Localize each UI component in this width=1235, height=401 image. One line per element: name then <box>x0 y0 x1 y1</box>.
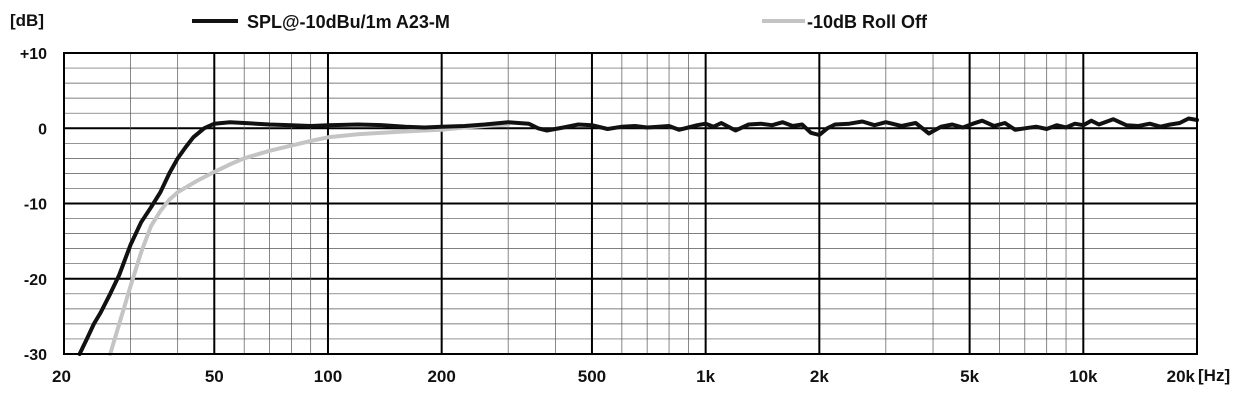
legend-label-roll-off: -10dB Roll Off <box>807 12 928 32</box>
x-tick-label: 100 <box>314 367 342 386</box>
y-tick-label: +10 <box>20 46 47 63</box>
y-tick-label: -10 <box>24 197 47 214</box>
legend-label-spl: SPL@-10dBu/1m A23-M <box>247 12 450 32</box>
x-tick-labels: 20 50 100 200 500 1k 2k 5k 10k 20k <box>52 367 1196 386</box>
series-line-spl <box>77 116 1199 356</box>
y-tick-labels: +10 0 -10 -20 -30 <box>20 46 47 364</box>
x-tick-label: 20 <box>52 367 71 386</box>
x-tick-label: 2k <box>810 367 829 386</box>
y-tick-label: -20 <box>24 272 47 289</box>
legend: SPL@-10dBu/1m A23-M -10dB Roll Off <box>192 12 928 32</box>
x-tick-label: 1k <box>696 367 715 386</box>
x-tick-label: 500 <box>578 367 606 386</box>
x-tick-label: 10k <box>1069 367 1098 386</box>
y-tick-label: 0 <box>38 121 47 138</box>
x-axis-unit-label: [Hz] <box>1198 366 1230 385</box>
series-line-roll-off <box>108 122 511 356</box>
grid <box>63 52 1198 355</box>
x-tick-label: 5k <box>960 367 979 386</box>
x-tick-label: 200 <box>427 367 455 386</box>
y-axis-label: [dB] <box>10 11 44 30</box>
y-tick-label: -30 <box>24 347 47 364</box>
plot-frame <box>63 52 1198 355</box>
x-tick-label: 20k <box>1167 367 1196 386</box>
x-tick-label: 50 <box>205 367 224 386</box>
series-layer <box>77 116 1199 356</box>
